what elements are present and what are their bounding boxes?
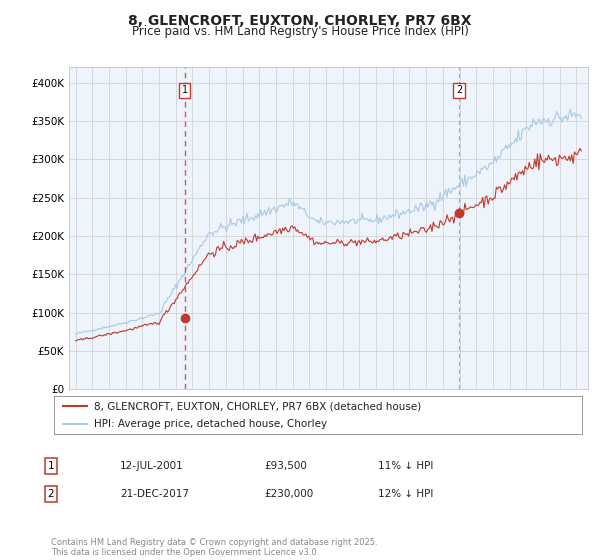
Text: 8, GLENCROFT, EUXTON, CHORLEY, PR7 6BX (detached house): 8, GLENCROFT, EUXTON, CHORLEY, PR7 6BX (…	[94, 401, 421, 411]
Text: Contains HM Land Registry data © Crown copyright and database right 2025.
This d: Contains HM Land Registry data © Crown c…	[51, 538, 377, 557]
Text: HPI: Average price, detached house, Chorley: HPI: Average price, detached house, Chor…	[94, 419, 327, 429]
Text: 8, GLENCROFT, EUXTON, CHORLEY, PR7 6BX: 8, GLENCROFT, EUXTON, CHORLEY, PR7 6BX	[128, 14, 472, 28]
Text: £230,000: £230,000	[264, 489, 313, 499]
Text: 2: 2	[47, 489, 55, 499]
Text: 12-JUL-2001: 12-JUL-2001	[120, 461, 184, 471]
Text: 1: 1	[47, 461, 55, 471]
Text: 2: 2	[456, 85, 462, 95]
Text: 12% ↓ HPI: 12% ↓ HPI	[378, 489, 433, 499]
Text: Price paid vs. HM Land Registry's House Price Index (HPI): Price paid vs. HM Land Registry's House …	[131, 25, 469, 38]
Text: 1: 1	[182, 85, 188, 95]
Text: 21-DEC-2017: 21-DEC-2017	[120, 489, 189, 499]
Text: £93,500: £93,500	[264, 461, 307, 471]
Text: 11% ↓ HPI: 11% ↓ HPI	[378, 461, 433, 471]
